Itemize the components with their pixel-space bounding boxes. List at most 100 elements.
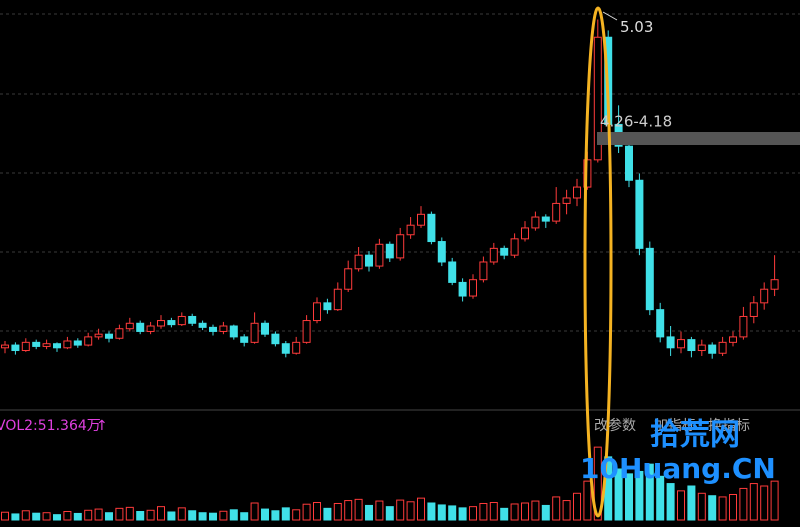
candle-body xyxy=(333,288,342,311)
candle-body xyxy=(177,315,186,326)
volume-bar xyxy=(105,512,113,521)
volume-bar xyxy=(157,506,165,521)
volume-bar xyxy=(510,503,519,521)
volume-bar xyxy=(354,498,363,521)
volume-bar xyxy=(583,480,592,521)
candle-body xyxy=(198,322,207,328)
candle-body xyxy=(229,325,238,338)
volume-bar xyxy=(11,513,20,521)
volume-bar xyxy=(167,511,176,521)
volume-bar xyxy=(458,507,467,521)
volume-bar xyxy=(760,485,769,521)
candle-body xyxy=(385,243,394,259)
candle-body xyxy=(261,322,269,335)
candle-body xyxy=(437,241,446,263)
button[interactable]: 加指标 xyxy=(654,418,696,434)
volume-bar xyxy=(177,507,186,521)
candle-body xyxy=(469,279,477,297)
candle-body xyxy=(209,326,217,332)
volume-bar xyxy=(302,503,311,521)
candle-body xyxy=(500,247,509,256)
volume-bar xyxy=(63,511,72,521)
candle-body xyxy=(42,343,51,347)
volume-bar xyxy=(656,475,665,521)
candle-body xyxy=(635,179,644,249)
volume-bar xyxy=(53,514,61,521)
candle-body xyxy=(32,341,41,347)
volume-bar xyxy=(32,512,41,521)
volume-bar xyxy=(115,507,124,521)
candle-body xyxy=(11,344,20,352)
volume-bar xyxy=(489,502,498,521)
volume-bar xyxy=(125,506,134,521)
volume-bar xyxy=(292,509,301,521)
volume-bar xyxy=(406,501,415,521)
range-band xyxy=(597,132,800,145)
candle-body xyxy=(448,261,457,283)
volume-bar xyxy=(209,512,217,521)
candle-body xyxy=(645,247,654,311)
range-label: 4.26-4.18 xyxy=(600,113,672,131)
volume-bar xyxy=(375,500,384,521)
candle-body xyxy=(115,328,124,339)
volume-bar xyxy=(541,504,550,521)
candle-body xyxy=(94,333,103,338)
candle-body xyxy=(281,343,290,354)
volume-bar xyxy=(749,483,758,521)
volume-bar xyxy=(708,495,717,521)
volume-bar xyxy=(770,480,779,521)
volume-bar xyxy=(240,512,249,521)
candle-body xyxy=(313,302,321,322)
candle-body xyxy=(21,341,30,352)
volume-bar xyxy=(729,494,737,521)
highlight-ellipse xyxy=(583,6,613,518)
candle-body xyxy=(250,322,259,343)
volume-bar xyxy=(313,502,321,521)
volume-bar xyxy=(645,463,654,521)
watermark-site: 10Huang.CN xyxy=(580,452,776,485)
candle-body xyxy=(219,325,228,332)
vol-arrow: ↑ xyxy=(96,418,108,434)
volume-bar xyxy=(84,509,93,521)
candle-body xyxy=(396,234,405,259)
volume-bar xyxy=(469,506,477,521)
button[interactable]: 改参数 xyxy=(594,417,636,434)
volume-bar xyxy=(333,502,342,521)
candle-body xyxy=(73,340,82,346)
candle-body xyxy=(541,216,550,222)
candle-body xyxy=(240,336,249,343)
volume-bar xyxy=(250,502,259,521)
button[interactable]: 换指标 xyxy=(708,417,750,434)
vol-label: VOL2:51.364万 xyxy=(0,418,101,434)
volume-bar xyxy=(21,510,30,521)
candle-body xyxy=(458,281,467,297)
candle-body xyxy=(406,224,415,236)
candle-body xyxy=(84,336,93,346)
candle-body xyxy=(531,216,540,229)
candle-body xyxy=(479,261,488,281)
volume-bar xyxy=(42,512,51,521)
volume-bar xyxy=(146,509,155,521)
candle-body xyxy=(718,341,727,354)
candle-body xyxy=(157,320,165,327)
candle-body xyxy=(136,322,145,332)
volume-bar xyxy=(593,446,602,521)
volume-bar xyxy=(136,511,145,521)
volume-bar xyxy=(437,504,446,521)
candle-body xyxy=(625,145,633,181)
candle-body xyxy=(375,243,384,267)
candle-body xyxy=(354,254,363,270)
volume-bar xyxy=(552,496,561,521)
candle-body xyxy=(302,320,311,343)
volume-bar xyxy=(188,510,197,521)
candle-body xyxy=(125,322,134,330)
candle-body xyxy=(417,213,425,226)
candle-body xyxy=(63,340,72,349)
candle-body xyxy=(1,344,9,349)
volume-bar xyxy=(521,502,529,521)
volume-bar xyxy=(531,500,540,521)
candle-body xyxy=(188,315,197,324)
candle-body xyxy=(666,336,675,349)
volume-bar xyxy=(261,508,269,521)
